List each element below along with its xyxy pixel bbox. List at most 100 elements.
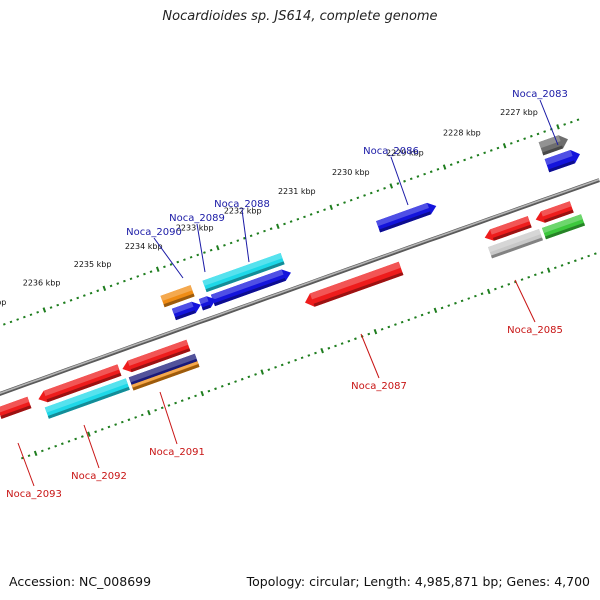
tick-mark bbox=[214, 387, 217, 391]
tick-mark bbox=[593, 252, 597, 255]
tick-mark bbox=[203, 251, 206, 254]
tick-mark bbox=[347, 339, 351, 343]
gene-noca-2092a bbox=[38, 364, 122, 403]
tick-mark bbox=[154, 408, 157, 412]
tick-mark bbox=[67, 440, 71, 443]
tick-mark bbox=[120, 420, 124, 424]
tick-mark bbox=[216, 245, 220, 251]
tick-mark bbox=[22, 315, 26, 319]
tick-mark bbox=[334, 344, 337, 348]
gene-shadow bbox=[201, 304, 211, 311]
tick-mark bbox=[529, 134, 533, 138]
tick-mark bbox=[486, 288, 491, 295]
tick-mark bbox=[109, 284, 113, 288]
scale-label: 2227 kbp bbox=[500, 108, 538, 117]
tick-mark bbox=[269, 227, 273, 231]
gene-label: Noca_2091 bbox=[149, 447, 205, 458]
tick-mark bbox=[60, 442, 64, 446]
map-title: Nocardioides sp. JS614, complete genome bbox=[162, 9, 438, 24]
tick-mark bbox=[280, 363, 284, 367]
tick-mark bbox=[553, 266, 557, 270]
tick-mark bbox=[287, 361, 291, 364]
tick-mark bbox=[580, 257, 584, 260]
scale-label: 2232 kbp bbox=[224, 206, 262, 215]
gene-noca-2092b bbox=[44, 378, 130, 419]
tick-mark bbox=[383, 187, 386, 190]
tick-mark bbox=[107, 425, 111, 429]
gene-leader-line bbox=[153, 237, 184, 279]
tick-mark bbox=[33, 450, 38, 457]
tick-mark bbox=[20, 456, 24, 460]
tick-mark bbox=[316, 210, 320, 214]
gene-leader-line bbox=[196, 223, 206, 273]
gene-shadow bbox=[130, 348, 191, 373]
tick-mark bbox=[174, 401, 177, 405]
tick-mark bbox=[223, 244, 226, 247]
tick-mark bbox=[474, 294, 477, 298]
tick-mark bbox=[507, 283, 511, 286]
tick-mark bbox=[367, 332, 371, 336]
tick-mark bbox=[489, 149, 493, 152]
scale-label: 2237 kbp bbox=[0, 298, 6, 307]
tick-mark bbox=[469, 156, 473, 159]
gene-noca-2088b bbox=[198, 296, 216, 311]
tick-mark bbox=[136, 275, 140, 278]
tick-mark bbox=[300, 356, 304, 360]
gene-noca-2093 bbox=[0, 396, 32, 419]
gene-leader-line bbox=[159, 391, 178, 445]
tick-mark bbox=[396, 182, 400, 185]
tick-mark bbox=[36, 311, 40, 314]
tick-mark bbox=[436, 168, 440, 171]
tick-mark bbox=[56, 303, 60, 307]
gene-noca-2083 bbox=[544, 150, 580, 173]
tick-mark bbox=[263, 229, 266, 233]
tick-mark bbox=[76, 296, 80, 300]
tick-mark bbox=[480, 292, 484, 296]
tick-mark bbox=[407, 318, 411, 322]
gene-highlight bbox=[128, 353, 197, 383]
tick-mark bbox=[102, 285, 107, 292]
tick-mark bbox=[329, 204, 333, 211]
gene-leader-line bbox=[241, 209, 250, 263]
tick-mark bbox=[336, 203, 340, 207]
tick-mark bbox=[247, 375, 251, 379]
tick-mark bbox=[29, 313, 33, 316]
tick-mark bbox=[573, 259, 577, 263]
tick-mark bbox=[409, 177, 413, 181]
tick-mark bbox=[62, 301, 66, 305]
gene-label: Noca_2087 bbox=[351, 381, 407, 392]
gene-highlight bbox=[376, 202, 429, 227]
tick-mark bbox=[314, 351, 317, 355]
tick-mark bbox=[160, 406, 164, 410]
gene-leader-line bbox=[83, 424, 100, 469]
tick-mark bbox=[189, 256, 193, 259]
gene-highlight bbox=[44, 378, 128, 413]
tick-mark bbox=[196, 253, 200, 257]
scale-label: 2236 kbp bbox=[23, 278, 61, 287]
scale-label: 2235 kbp bbox=[74, 260, 112, 269]
tick-mark bbox=[283, 222, 286, 226]
tick-mark bbox=[403, 179, 406, 183]
tick-mark bbox=[227, 382, 231, 386]
tick-mark bbox=[27, 454, 31, 457]
gene-shadow bbox=[163, 293, 195, 308]
gene-noca-2091a bbox=[122, 339, 191, 373]
gene-shadow bbox=[47, 386, 130, 419]
tick-mark bbox=[373, 328, 378, 335]
gene-highlight bbox=[542, 214, 583, 234]
tick-mark bbox=[494, 287, 497, 291]
tick-mark bbox=[363, 194, 366, 197]
tick-mark bbox=[563, 123, 567, 126]
gene-shadow bbox=[492, 224, 532, 241]
tick-mark bbox=[236, 239, 240, 242]
tick-mark bbox=[234, 380, 237, 383]
tick-mark bbox=[416, 175, 420, 178]
tick-mark bbox=[267, 368, 271, 371]
gene-label: Noca_2088 bbox=[214, 199, 270, 210]
tick-mark bbox=[256, 232, 260, 235]
tick-marks bbox=[2, 118, 597, 460]
tick-mark bbox=[460, 299, 464, 303]
tick-mark bbox=[516, 139, 520, 143]
tick-mark bbox=[94, 430, 98, 434]
